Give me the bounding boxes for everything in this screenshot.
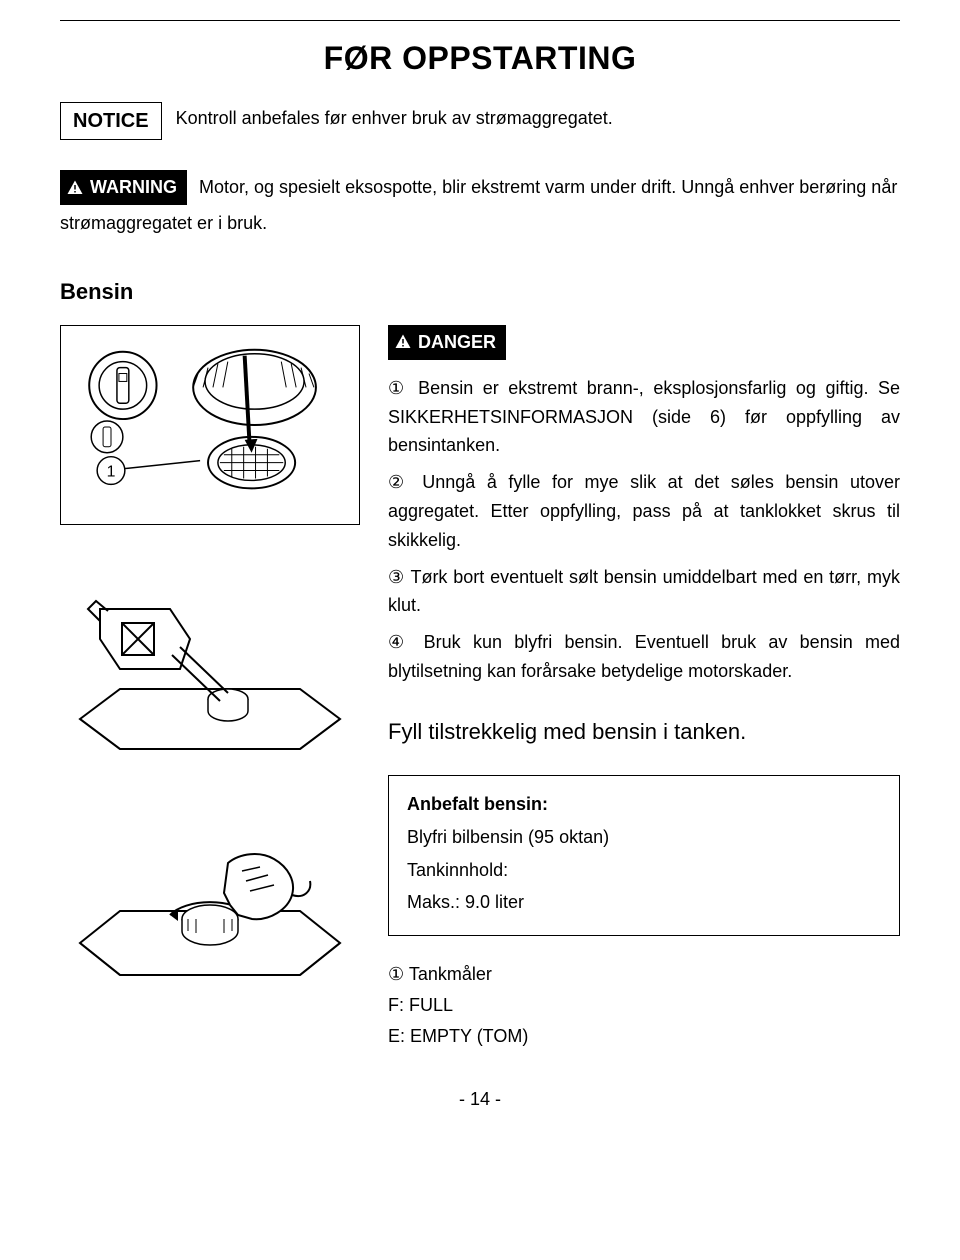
fill-instruction: Fyll tilstrekkelig med bensin i tanken. xyxy=(388,714,900,749)
tank-label: Tankinnhold: xyxy=(407,856,881,885)
diagram-pouring xyxy=(60,599,360,769)
notice-text: Kontroll anbefales før enhver bruk av st… xyxy=(176,102,613,133)
warning-badge: WARNING xyxy=(60,170,187,205)
section-heading-bensin: Bensin xyxy=(60,274,900,309)
diagram-fuel-cap: 1 xyxy=(60,325,360,525)
recommended-fuel-label: Anbefalt bensin: xyxy=(407,790,881,819)
notice-badge: NOTICE xyxy=(60,102,162,140)
danger-p4: ④ Bruk kun blyfri bensin. Eventuell bruk… xyxy=(388,628,900,686)
danger-p3: ③ Tørk bort eventuelt sølt bensin umidde… xyxy=(388,563,900,621)
warning-line1: Motor, og spesielt eksospotte, blir ekst… xyxy=(199,170,897,202)
page-title: FØR OPPSTARTING xyxy=(60,33,900,84)
recommended-fuel-value: Blyfri bilbensin (95 oktan) xyxy=(407,823,881,852)
warning-label: WARNING xyxy=(90,173,177,202)
bensin-columns: 1 xyxy=(60,325,900,1053)
top-rule xyxy=(60,20,900,21)
danger-badge: DANGER xyxy=(388,325,506,360)
svg-text:1: 1 xyxy=(107,463,116,480)
page-number: - 14 - xyxy=(60,1085,900,1114)
right-text-column: DANGER ① Bensin er ekstremt brann-, eksp… xyxy=(388,325,900,1053)
warning-triangle-icon xyxy=(66,179,84,197)
left-illustration-column: 1 xyxy=(60,325,360,993)
gauge-l3: E: EMPTY (TOM) xyxy=(388,1022,900,1051)
fuel-info-box: Anbefalt bensin: Blyfri bilbensin (95 ok… xyxy=(388,775,900,936)
danger-text: ① Bensin er ekstremt brann-, eksplosjons… xyxy=(388,374,900,686)
gauge-l1: ① Tankmåler xyxy=(388,960,900,989)
notice-row: NOTICE Kontroll anbefales før enhver bru… xyxy=(60,102,900,140)
warning-line2: strømaggregatet er i bruk. xyxy=(60,209,900,238)
diagram-twist-cap xyxy=(60,823,360,993)
tank-value: Maks.: 9.0 liter xyxy=(407,888,881,917)
warning-block: WARNING Motor, og spesielt eksospotte, b… xyxy=(60,170,900,238)
danger-p1: ① Bensin er ekstremt brann-, eksplosjons… xyxy=(388,374,900,460)
gauge-l2: F: FULL xyxy=(388,991,900,1020)
danger-label: DANGER xyxy=(418,328,496,357)
gauge-labels: ① Tankmåler F: FULL E: EMPTY (TOM) xyxy=(388,960,900,1050)
danger-p2: ② Unngå å fylle for mye slik at det søle… xyxy=(388,468,900,554)
danger-triangle-icon xyxy=(394,333,412,351)
